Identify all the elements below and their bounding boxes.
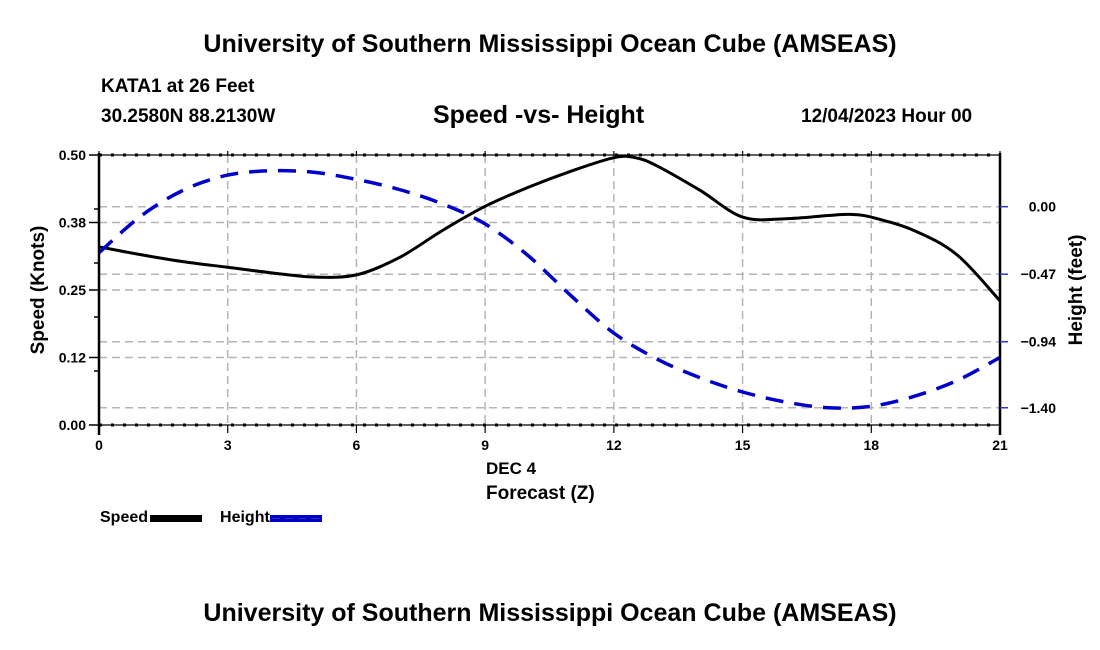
y-tick-label: 0.50 xyxy=(59,147,86,163)
series-group xyxy=(97,154,1002,410)
grid-lines xyxy=(99,155,1000,425)
x-tick-label: 6 xyxy=(353,437,361,453)
x-axis-title: Forecast (Z) xyxy=(486,483,595,504)
x-tick-label: 0 xyxy=(95,437,103,453)
chart-title: Speed -vs- Height xyxy=(433,101,645,129)
legend-label-height: Height xyxy=(220,509,270,526)
y-axis-title: Speed (Knots) xyxy=(28,226,49,355)
x-tick-label: 12 xyxy=(606,437,622,453)
y-tick-label: 0.25 xyxy=(59,282,86,298)
legend-label-speed: Speed xyxy=(100,509,149,526)
y2-tick-label: −0.94 xyxy=(1021,334,1057,350)
x-tick-label: 3 xyxy=(224,437,232,453)
legend-swatch-speed xyxy=(150,514,203,522)
legend-swatch-height xyxy=(269,514,322,522)
station-label: KATA1 at 26 Feet xyxy=(101,76,255,97)
chart-header-title: University of Southern Mississippi Ocean… xyxy=(203,30,897,58)
y2-tick-label: −1.40 xyxy=(1021,400,1057,416)
legend: Speed Height xyxy=(100,509,322,527)
y-tick-label: 0.12 xyxy=(59,350,86,366)
x-axis-date-label: DEC 4 xyxy=(486,459,537,478)
x-tick-label: 15 xyxy=(735,437,751,453)
y-tick-label: 0.38 xyxy=(59,215,86,231)
forecast-datetime: 12/04/2023 Hour 00 xyxy=(801,106,973,127)
series-line-height xyxy=(97,168,1001,410)
y2-axis-title: Height (feet) xyxy=(1066,235,1087,346)
tick-labels: 0 3 6 9 12 15 18 21 0.00 0.12 0.25 0.38 0.50 0.00 −0.4… xyxy=(28,147,1087,453)
y2-tick-label: 0.00 xyxy=(1029,199,1056,215)
y2-tick-label: −0.47 xyxy=(1021,266,1057,282)
axes-group xyxy=(89,151,1008,435)
x-tick-label: 18 xyxy=(863,437,879,453)
y-tick-label: 0.00 xyxy=(59,417,86,433)
x-tick-label: 21 xyxy=(992,437,1008,453)
station-coordinates: 30.2580N 88.2130W xyxy=(101,106,276,127)
series-line-speed xyxy=(98,154,1002,302)
x-tick-label: 9 xyxy=(481,437,489,453)
chart-footer-title: University of Southern Mississippi Ocean… xyxy=(203,599,897,627)
